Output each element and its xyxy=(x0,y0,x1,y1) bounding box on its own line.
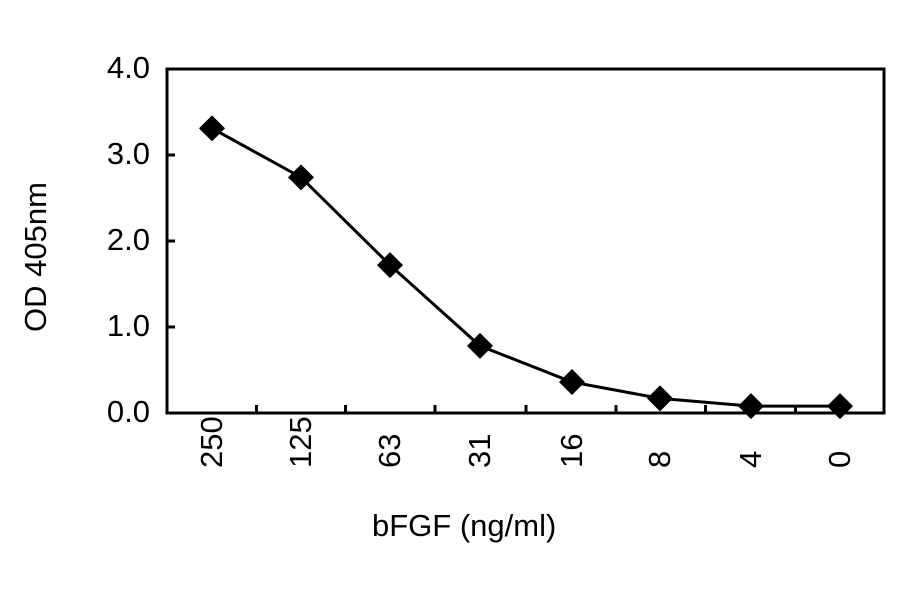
data-point-diamond xyxy=(647,385,673,412)
data-point-diamond xyxy=(559,369,585,396)
y-tick-label: 4.0 xyxy=(106,50,150,85)
data-point-diamond xyxy=(288,164,314,191)
series-line xyxy=(211,127,840,408)
x-tick-label: 8 xyxy=(642,450,677,468)
x-tick-label: 125 xyxy=(283,416,318,468)
data-point-diamond xyxy=(827,393,853,420)
y-axis-label: OD 405nm xyxy=(18,182,53,332)
x-tick-label: 31 xyxy=(462,433,497,468)
data-point-diamond xyxy=(738,393,764,420)
x-axis-label: bFGF (ng/ml) xyxy=(372,508,557,543)
x-tick-label: 0 xyxy=(822,450,857,468)
x-tick-label: 16 xyxy=(554,433,589,468)
plot-frame xyxy=(165,67,886,415)
x-tick-label: 250 xyxy=(194,416,229,468)
data-point-diamond xyxy=(199,115,225,142)
y-tick-label: 3.0 xyxy=(106,136,150,171)
y-tick-label: 0.0 xyxy=(106,394,150,429)
y-tick-label: 1.0 xyxy=(106,308,150,343)
y-tick-label: 2.0 xyxy=(106,222,150,257)
x-tick-label: 63 xyxy=(372,433,407,468)
data-point-diamond xyxy=(377,252,403,279)
data-point-diamond xyxy=(467,332,493,359)
x-tick-label: 4 xyxy=(733,450,768,468)
